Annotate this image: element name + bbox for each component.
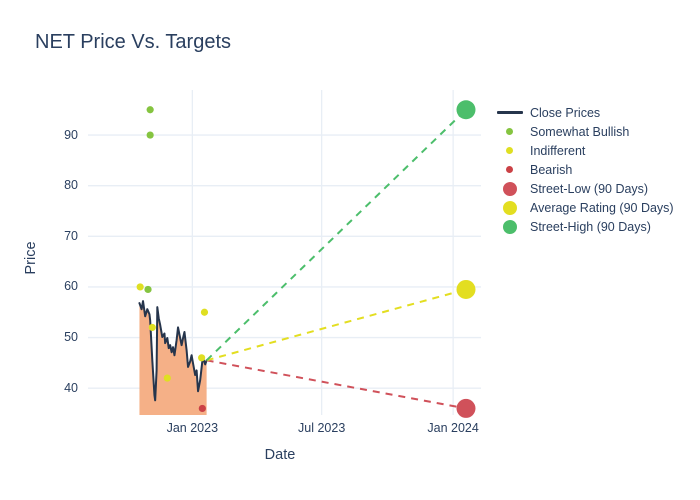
close-price-line xyxy=(138,300,208,402)
legend: Close Prices Somewhat Bullish Indifferen… xyxy=(496,103,674,236)
target-marker-average-rating-days- xyxy=(456,279,476,299)
legend-item-somewhat-bullish[interactable]: Somewhat Bullish xyxy=(496,122,674,141)
rating-dot-indifferent xyxy=(200,308,209,316)
y-tick-label: 50 xyxy=(64,330,78,345)
rating-dot-indifferent xyxy=(136,283,144,291)
rating-dot-indifferent xyxy=(198,354,206,362)
bearish-dot-icon xyxy=(496,166,523,173)
target-marker-street-low-days- xyxy=(456,398,476,418)
x-tick-label: Jan 2023 xyxy=(166,421,219,435)
legend-item-street-high[interactable]: Street-High (90 Days) xyxy=(496,217,674,236)
y-tick-label: 60 xyxy=(64,279,78,294)
legend-item-average-rating[interactable]: Average Rating (90 Days) xyxy=(496,198,674,217)
y-tick-label: 40 xyxy=(64,380,78,395)
y-tick-label: 70 xyxy=(64,228,78,243)
rating-dot-bearish xyxy=(198,404,206,413)
target-line-average-rating-days- xyxy=(206,288,467,362)
average-rating-marker-icon xyxy=(496,200,523,215)
rating-dot-indifferent xyxy=(163,374,171,382)
chart-title: NET Price Vs. Targets xyxy=(35,31,231,53)
legend-item-indifferent[interactable]: Indifferent xyxy=(496,141,674,160)
y-tick-label: 80 xyxy=(64,178,78,193)
rating-dot-somewhat-bullish xyxy=(146,106,154,114)
y-axis-title: Price xyxy=(23,241,39,275)
legend-item-bearish[interactable]: Bearish xyxy=(496,160,674,179)
somewhat-bullish-dot-icon xyxy=(496,128,523,135)
x-axis-title: Date xyxy=(264,447,296,463)
rating-dot-somewhat-bullish xyxy=(144,285,152,294)
target-marker-street-high-days- xyxy=(456,100,476,120)
street-high-marker-icon xyxy=(496,219,523,234)
x-tick-label: Jul 2023 xyxy=(298,421,346,435)
legend-item-street-low[interactable]: Street-Low (90 Days) xyxy=(496,179,674,198)
rating-dot-somewhat-bullish xyxy=(146,131,154,139)
x-tick-label: Jan 2024 xyxy=(427,421,479,435)
target-line-street-high-days- xyxy=(205,109,467,362)
legend-item-close-prices[interactable]: Close Prices xyxy=(496,103,674,122)
close-prices-line-swatch xyxy=(496,111,523,114)
indifferent-dot-icon xyxy=(496,147,523,154)
y-tick-label: 90 xyxy=(64,127,78,142)
rating-dot-indifferent xyxy=(148,323,156,332)
street-low-marker-icon xyxy=(496,181,523,196)
target-line-street-low-days- xyxy=(206,359,467,410)
